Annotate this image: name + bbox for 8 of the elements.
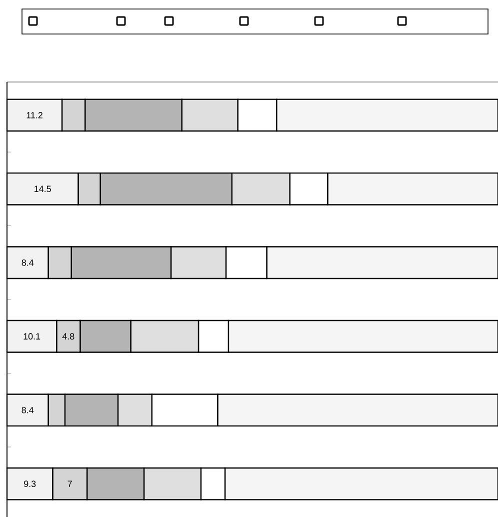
- data-label: 4.8: [62, 333, 74, 340]
- data-label: 11.2: [26, 112, 42, 118]
- data-label: 7: [68, 480, 72, 487]
- data-label: 9.3: [24, 480, 36, 487]
- data-label: 8.4: [22, 259, 34, 266]
- data-label: 10.1: [24, 333, 40, 340]
- data-label: 8.4: [22, 406, 34, 414]
- data-label: 14.5: [34, 186, 51, 192]
